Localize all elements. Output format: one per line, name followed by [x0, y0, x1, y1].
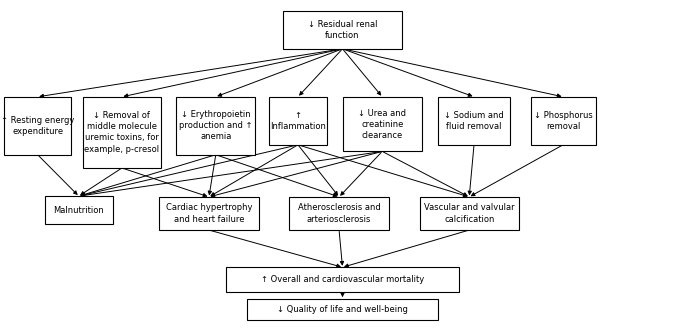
FancyBboxPatch shape — [177, 97, 255, 155]
Text: ↓ Quality of life and well-being: ↓ Quality of life and well-being — [277, 305, 408, 314]
FancyBboxPatch shape — [269, 97, 327, 145]
Text: Atherosclerosis and
arteriosclerosis: Atherosclerosis and arteriosclerosis — [298, 204, 380, 223]
FancyBboxPatch shape — [4, 97, 71, 155]
FancyBboxPatch shape — [226, 267, 459, 292]
FancyBboxPatch shape — [438, 97, 510, 145]
Text: ↑ Resting energy
expenditure: ↑ Resting energy expenditure — [1, 116, 75, 136]
FancyBboxPatch shape — [419, 197, 519, 230]
FancyBboxPatch shape — [530, 97, 595, 145]
FancyBboxPatch shape — [289, 197, 389, 230]
FancyBboxPatch shape — [247, 299, 438, 320]
Text: Cardiac hypertrophy
and heart failure: Cardiac hypertrophy and heart failure — [166, 204, 252, 223]
Text: ↓ Residual renal
function: ↓ Residual renal function — [308, 20, 377, 40]
Text: ↓ Removal of
middle molecule
uremic toxins, for
example, p-cresol: ↓ Removal of middle molecule uremic toxi… — [84, 111, 160, 154]
FancyBboxPatch shape — [282, 11, 402, 49]
Text: Vascular and valvular
calcification: Vascular and valvular calcification — [424, 204, 514, 223]
Text: ↓ Sodium and
fluid removal: ↓ Sodium and fluid removal — [444, 111, 504, 131]
Text: Malnutrition: Malnutrition — [53, 206, 104, 215]
Text: ↑ Overall and cardiovascular mortality: ↑ Overall and cardiovascular mortality — [261, 275, 424, 284]
FancyBboxPatch shape — [159, 197, 258, 230]
Text: ↓ Urea and
creatinine
clearance: ↓ Urea and creatinine clearance — [358, 109, 406, 140]
FancyBboxPatch shape — [343, 97, 421, 152]
Text: ↓ Erythropoietin
production and ↑
anemia: ↓ Erythropoietin production and ↑ anemia — [179, 110, 253, 141]
Text: ↑
Inflammation: ↑ Inflammation — [270, 111, 326, 131]
FancyBboxPatch shape — [82, 97, 162, 168]
Text: ↓ Phosphorus
removal: ↓ Phosphorus removal — [534, 111, 593, 131]
FancyBboxPatch shape — [45, 196, 113, 224]
